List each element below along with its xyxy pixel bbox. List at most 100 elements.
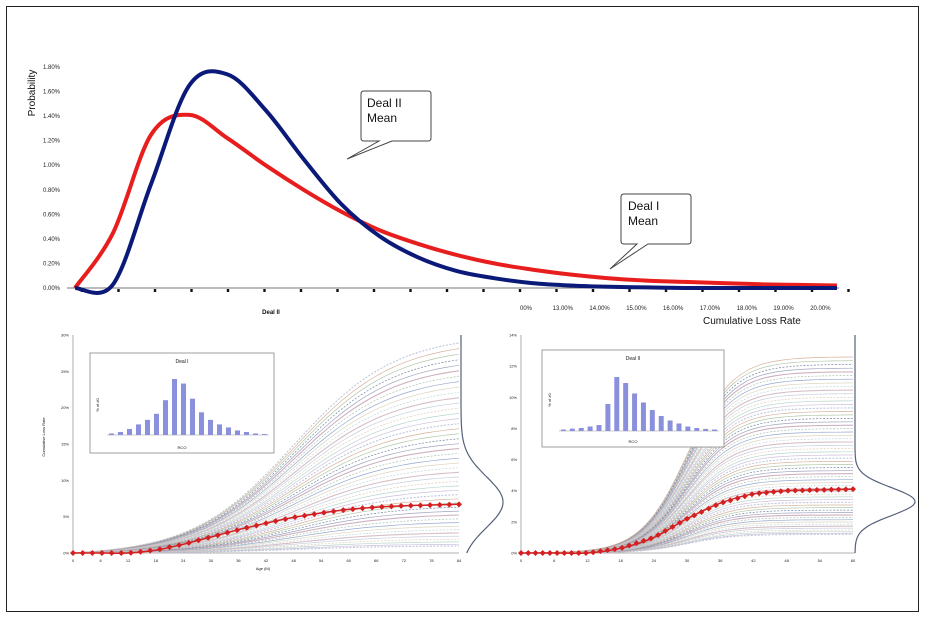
left-mean-marker [156, 546, 163, 553]
left-mean-marker [147, 547, 154, 554]
left-y-tick-labels: 0% 5% 10% 15% 20% 25% 30% [61, 333, 69, 556]
left-inset-frame [89, 352, 275, 454]
left-simulated-path [73, 438, 459, 553]
right-inset-bar [685, 426, 691, 431]
right-simulated-path [521, 364, 854, 553]
right-inset-bar [587, 426, 593, 431]
left-inset-bar [117, 431, 124, 435]
right-mean-marker [705, 505, 712, 512]
left-simulated-path [73, 348, 459, 553]
right-y-tick-labels: 0% 2% 4% 6% 8% 10% 12% 14% [509, 333, 517, 556]
left-x-tick-label: 48 [291, 558, 296, 563]
main-sublabel: Deal II [262, 310, 280, 316]
right-inset-bar [649, 410, 655, 431]
right-mean-marker [828, 486, 835, 493]
left-mean-marker [330, 508, 337, 515]
left-x-tick-label: 42 [264, 558, 269, 563]
left-mean-marker [436, 501, 443, 508]
left-y-tick-label: 10% [61, 478, 69, 483]
left-mean-marker [417, 502, 424, 509]
right-mean-marker [712, 502, 719, 509]
right-inset-x-label: RCO [629, 439, 638, 444]
main-x-tick-mark [226, 289, 230, 292]
callout-deal-1-line1: Deal I [628, 199, 659, 213]
right-simulated-paths [521, 356, 854, 553]
left-inset-bar [261, 434, 268, 435]
left-mean-marker [340, 507, 347, 514]
left-simulated-path [73, 359, 459, 553]
main-y-tick-labels: 0.00% 0.20% 0.40% 0.60% 0.80% 1.00% 1.20% 1.40%… [43, 65, 61, 292]
main-x-tick-mark [299, 289, 303, 292]
right-mean-marker [720, 499, 727, 506]
left-inset-x-label: RCO [178, 445, 187, 450]
right-simulated-path [521, 509, 853, 553]
right-mean-marker [821, 486, 828, 493]
right-mean-marker [741, 493, 748, 500]
right-y-tick-label: 14% [509, 333, 517, 338]
main-y-tick-label: 0.00% [43, 286, 61, 292]
main-x-tick-mark [153, 289, 157, 292]
right-mean-marker [763, 489, 770, 496]
right-mean-marker [619, 544, 626, 551]
right-inset-bar [596, 425, 602, 431]
right-mean-marker [575, 550, 582, 556]
main-chart: Probability 0.00% 0.20% 0.40% 0.60% 0.80% 1.0… [27, 65, 850, 327]
right-mean-marker [842, 486, 849, 493]
left-panel: 0% 5% 10% 15% 20% 25% 30% 0 6 12 18 24 30 36 42 48 54 60… [41, 333, 504, 571]
right-x-tick-label: 12 [585, 558, 590, 563]
series-deal-2-line [74, 69, 837, 295]
right-inset-bar [632, 393, 638, 431]
left-simulated-path [73, 423, 459, 553]
right-mean-marker [756, 490, 763, 497]
figure-canvas: Probability 0.00% 0.20% 0.40% 0.60% 0.80% 1.0… [27, 65, 916, 571]
left-x-tick-label: 36 [236, 558, 241, 563]
right-simulated-path [521, 454, 853, 553]
main-y-tick-label: 1.60% [43, 90, 61, 96]
main-x-tick-label: 16.00% [663, 306, 684, 312]
main-x-tick-label: 15.00% [626, 306, 647, 312]
right-inset-bar [560, 429, 566, 431]
main-x-tick-mark [774, 289, 777, 292]
left-simulated-path [73, 443, 459, 553]
left-mean-marker [214, 532, 221, 539]
right-inset-bars [560, 377, 718, 431]
left-mean-marker [108, 550, 115, 556]
right-mean-marker [785, 487, 792, 494]
left-mean-marker [205, 534, 212, 541]
left-mean-marker [118, 550, 125, 556]
left-mean-marker [89, 550, 96, 556]
right-x-tick-label: 60 [851, 558, 856, 563]
main-x-axis-label: Cumulative Loss Rate [703, 316, 801, 327]
right-simulated-path [521, 438, 853, 553]
right-simulated-path [521, 457, 853, 553]
main-x-tick-mark [372, 289, 376, 292]
left-x-tick-label: 54 [319, 558, 324, 563]
left-inset-bar [216, 424, 223, 435]
right-mean-marker [626, 542, 633, 549]
main-x-tick-mark [664, 289, 668, 292]
left-mean-marker [79, 550, 86, 556]
right-simulated-path [521, 533, 853, 553]
right-simulated-path [521, 493, 853, 553]
left-y-tick-label: 25% [61, 369, 69, 374]
callout-deal-2-line2: Mean [367, 111, 397, 125]
right-x-tick-label: 42 [751, 558, 756, 563]
left-marginal-density [460, 335, 504, 554]
main-x-tick-mark [628, 289, 631, 292]
figure-frame: Probability 0.00% 0.20% 0.40% 0.60% 0.80% 1.0… [6, 6, 919, 612]
left-y-tick-label: 15% [61, 442, 69, 447]
left-inset-histogram: Deal I RCO % of #0 [89, 352, 275, 454]
left-mean-marker [234, 527, 241, 534]
right-mean-marker [611, 546, 618, 553]
right-mean-marker [792, 487, 799, 494]
right-simulated-path [521, 467, 853, 553]
right-mean-marker [676, 519, 683, 526]
main-x-tick-mark [409, 289, 412, 292]
left-inset-y-label: % of #0 [95, 397, 100, 411]
right-mean-marker [727, 497, 734, 504]
right-mean-marker [525, 550, 532, 556]
right-inset-bar [614, 377, 620, 431]
left-y-tick-label: 0% [63, 551, 69, 556]
left-inset-bar [207, 419, 214, 435]
left-x-tick-label: 24 [181, 558, 186, 563]
